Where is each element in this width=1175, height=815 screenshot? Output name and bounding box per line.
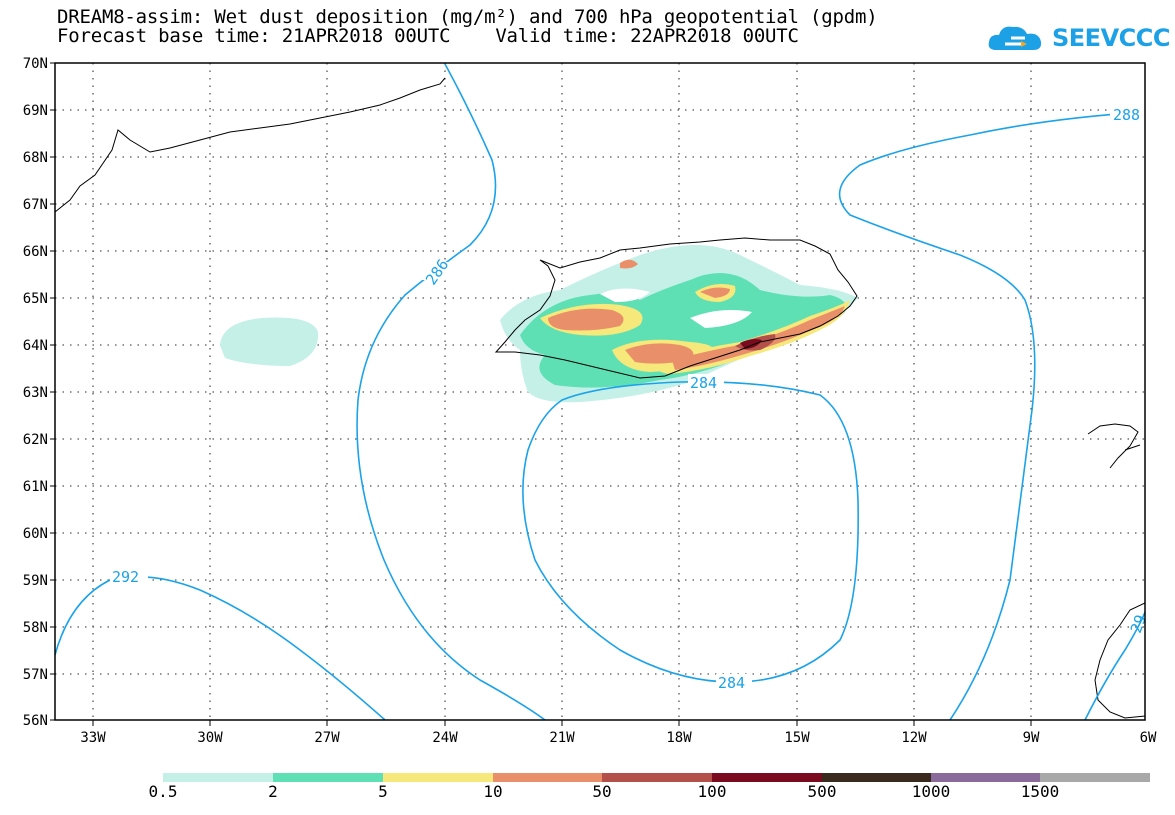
lon-label: 24W [432, 730, 458, 746]
colorbar-swatch [163, 773, 273, 782]
colorbar-label: 1000 [911, 782, 951, 801]
lat-label: 57N [23, 667, 48, 683]
contour-label: 292 [112, 568, 139, 586]
lat-label: 61N [23, 479, 48, 495]
lat-label: 68N [23, 150, 48, 166]
colorbar-swatch [822, 773, 931, 782]
colorbar-swatch [712, 773, 822, 782]
cloud-logo-icon [988, 26, 1042, 50]
lat-label: 63N [23, 385, 48, 401]
lat-label: 66N [23, 244, 48, 260]
coastlines [54, 77, 1146, 719]
lon-label: 21W [549, 730, 575, 746]
axis-ticks [50, 62, 1032, 726]
colorbar-swatch [383, 773, 493, 782]
lon-label: 18W [666, 730, 692, 746]
gridlines [55, 63, 1145, 720]
contour-label: 284 [690, 374, 717, 392]
lat-label: 60N [23, 526, 48, 542]
lon-label: 6W [1140, 730, 1157, 746]
colorbar-label: 500 [807, 782, 837, 801]
dust-deposition-shading [220, 245, 858, 403]
lon-label: 27W [314, 730, 340, 746]
colorbar-label: 50 [592, 782, 612, 801]
contour-label: 288 [1113, 106, 1140, 124]
contour-labels: 288 286 284 284 292 29 [110, 106, 1150, 692]
lat-label: 70N [23, 56, 48, 72]
colorbar-label: 1500 [1020, 782, 1060, 801]
map-title: DREAM8-assim: Wet dust deposition (mg/m²… [57, 6, 878, 28]
colorbar-swatch [493, 773, 602, 782]
colorbar-label: 2 [268, 782, 278, 801]
lon-label: 12W [901, 730, 927, 746]
colorbar-label: 5 [378, 782, 388, 801]
lat-label: 58N [23, 620, 48, 636]
lat-label: 64N [23, 338, 48, 354]
lon-label: 30W [197, 730, 223, 746]
logo-text: SEEVCCC [1052, 24, 1171, 52]
lat-label: 67N [23, 197, 48, 213]
map-subtitle: Forecast base time: 21APR2018 00UTC Vali… [57, 25, 799, 47]
longitude-labels: 33W 30W 27W 24W 21W 18W 15W 12W 9W 6W [80, 730, 1157, 746]
colorbar-swatch [602, 773, 712, 782]
contour-label: 29 [1127, 612, 1150, 635]
colorbar-label: 0.5 [148, 782, 178, 801]
colorbar-label: 10 [483, 782, 503, 801]
latitude-labels: 70N 69N 68N 67N 66N 65N 64N 63N 62N 61N … [23, 56, 48, 729]
lat-label: 56N [23, 713, 48, 729]
colorbar-swatch [1040, 773, 1150, 782]
lat-label: 69N [23, 103, 48, 119]
lon-label: 9W [1023, 730, 1040, 746]
colorbar-label: 100 [697, 782, 727, 801]
lat-label: 65N [23, 291, 48, 307]
geopotential-contours [54, 63, 1146, 721]
colorbar-swatch [273, 773, 383, 782]
lat-label: 62N [23, 432, 48, 448]
colorbar-swatch [931, 773, 1040, 782]
contour-label: 284 [718, 674, 745, 692]
lon-label: 33W [80, 730, 106, 746]
lon-label: 15W [784, 730, 810, 746]
lat-label: 59N [23, 573, 48, 589]
